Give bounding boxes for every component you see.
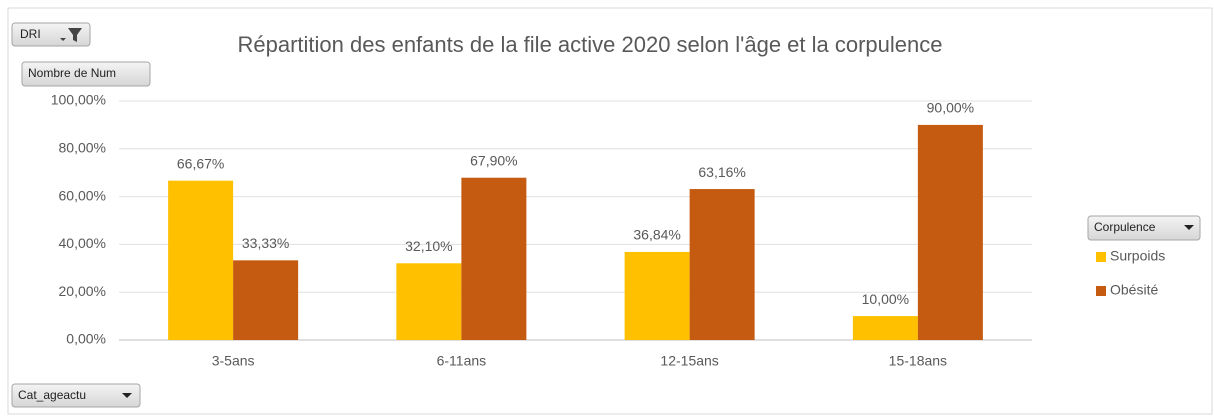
legend-button[interactable]: Corpulence <box>1087 215 1201 241</box>
data-label: 63,16% <box>698 164 745 180</box>
button-bg <box>11 383 141 408</box>
data-label: 90,00% <box>927 100 974 116</box>
y-tick-label: 60,00% <box>59 187 106 203</box>
button-label: DRI <box>20 27 41 41</box>
data-label: 33,33% <box>242 235 289 251</box>
legend-swatch <box>1096 252 1106 262</box>
button-label: Cat_ageactu <box>18 388 86 402</box>
bar <box>852 316 918 340</box>
dropdown-icon <box>122 393 132 398</box>
legend-swatch <box>1096 286 1106 296</box>
dropdown-icon <box>1184 225 1194 230</box>
filter-icon <box>60 28 82 42</box>
bar <box>233 260 299 340</box>
button-label: Nombre de Num <box>28 66 116 80</box>
button-bg <box>21 61 151 87</box>
y-tick-label: 80,00% <box>59 140 106 156</box>
button-bg <box>1087 215 1201 241</box>
values-button[interactable]: Nombre de Num <box>21 61 151 87</box>
data-label: 67,90% <box>470 152 517 168</box>
bar <box>624 251 690 340</box>
x-tick-label: 15-18ans <box>889 353 947 369</box>
data-label: 36,84% <box>633 227 680 243</box>
x-tick-label: 3-5ans <box>212 353 255 369</box>
x-tick-label: 6-11ans <box>437 353 487 369</box>
bar <box>396 263 462 340</box>
legend-label: Obésité <box>1110 282 1158 298</box>
data-label: 10,00% <box>862 291 909 307</box>
data-label: 32,10% <box>405 238 452 254</box>
x-tick-label: 12-15ans <box>660 353 718 369</box>
bar <box>917 124 983 341</box>
axis-button[interactable]: Cat_ageactu <box>11 383 141 408</box>
chart-title: Répartition des enfants de la file activ… <box>238 32 943 57</box>
filter-button[interactable]: DRI <box>11 22 91 47</box>
y-tick-label: 0,00% <box>66 331 106 347</box>
y-tick-label: 20,00% <box>59 283 106 299</box>
bar <box>168 180 234 340</box>
y-tick-label: 40,00% <box>59 235 106 251</box>
bar <box>689 189 755 340</box>
data-label: 66,67% <box>177 155 224 171</box>
y-tick-label: 100,00% <box>51 92 106 108</box>
legend-label: Surpoids <box>1110 248 1165 264</box>
button-label: Corpulence <box>1094 220 1156 234</box>
bar <box>461 177 527 340</box>
